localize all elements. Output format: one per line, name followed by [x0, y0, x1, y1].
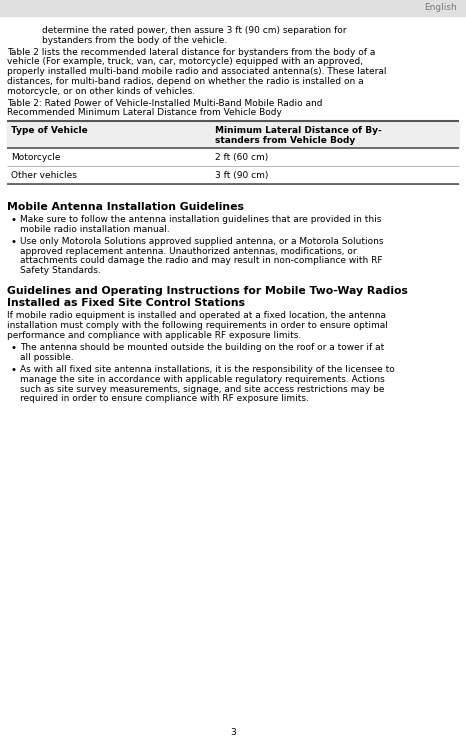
- Text: Motorcycle: Motorcycle: [11, 153, 61, 162]
- Text: Minimum Lateral Distance of By-: Minimum Lateral Distance of By-: [215, 126, 382, 135]
- Bar: [0, 0, 466, 16]
- Text: Table 2: Rated Power of Vehicle-Installed Multi-Band Mobile Radio and: Table 2: Rated Power of Vehicle-Installe…: [7, 98, 322, 107]
- Text: Mobile Antenna Installation Guidelines: Mobile Antenna Installation Guidelines: [7, 202, 244, 212]
- Text: Recommended Minimum Lateral Distance from Vehicle Body: Recommended Minimum Lateral Distance fro…: [7, 109, 282, 118]
- Text: Other vehicles: Other vehicles: [11, 171, 77, 180]
- Text: Installed as Fixed Site Control Stations: Installed as Fixed Site Control Stations: [7, 298, 245, 308]
- Bar: [7, 122, 459, 148]
- Text: •: •: [10, 215, 16, 225]
- Text: Use only Motorola Solutions approved supplied antenna, or a Motorola Solutions: Use only Motorola Solutions approved sup…: [20, 237, 384, 246]
- Text: If mobile radio equipment is installed and operated at a fixed location, the ant: If mobile radio equipment is installed a…: [7, 311, 386, 320]
- Text: 2 ft (60 cm): 2 ft (60 cm): [215, 153, 268, 162]
- Text: all possible.: all possible.: [20, 353, 74, 362]
- Text: determine the rated power, then assure 3 ft (90 cm) separation for: determine the rated power, then assure 3…: [42, 26, 347, 35]
- Text: performance and compliance with applicable RF exposure limits.: performance and compliance with applicab…: [7, 331, 301, 340]
- Text: •: •: [10, 237, 16, 247]
- Text: standers from Vehicle Body: standers from Vehicle Body: [215, 136, 355, 145]
- Text: Safety Standards.: Safety Standards.: [20, 266, 101, 275]
- Text: properly installed multi-band mobile radio and associated antenna(s). These late: properly installed multi-band mobile rad…: [7, 67, 386, 76]
- Text: required in order to ensure compliance with RF exposure limits.: required in order to ensure compliance w…: [20, 394, 309, 403]
- Text: As with all fixed site antenna installations, it is the responsibility of the li: As with all fixed site antenna installat…: [20, 365, 395, 374]
- Text: Type of Vehicle: Type of Vehicle: [11, 126, 88, 135]
- Text: English: English: [424, 3, 457, 12]
- Text: Table 2 lists the recommended lateral distance for bystanders from the body of a: Table 2 lists the recommended lateral di…: [7, 48, 376, 57]
- Text: Guidelines and Operating Instructions for Mobile Two-Way Radios: Guidelines and Operating Instructions fo…: [7, 286, 408, 296]
- Text: 3: 3: [230, 728, 236, 737]
- Text: 3 ft (90 cm): 3 ft (90 cm): [215, 171, 268, 180]
- Text: attachments could damage the radio and may result in non-compliance with RF: attachments could damage the radio and m…: [20, 256, 383, 265]
- Text: vehicle (For example, truck, van, car, motorcycle) equipped with an approved,: vehicle (For example, truck, van, car, m…: [7, 57, 363, 66]
- Text: installation must comply with the following requirements in order to ensure opti: installation must comply with the follow…: [7, 321, 388, 330]
- Text: such as site survey measurements, signage, and site access restrictions may be: such as site survey measurements, signag…: [20, 384, 384, 393]
- Text: •: •: [10, 343, 16, 353]
- Text: The antenna should be mounted outside the building on the roof or a tower if at: The antenna should be mounted outside th…: [20, 343, 384, 352]
- Text: Make sure to follow the antenna installation guidelines that are provided in thi: Make sure to follow the antenna installa…: [20, 215, 381, 224]
- Text: mobile radio installation manual.: mobile radio installation manual.: [20, 225, 170, 234]
- Text: manage the site in accordance with applicable regulatory requirements. Actions: manage the site in accordance with appli…: [20, 375, 385, 384]
- Text: bystanders from the body of the vehicle.: bystanders from the body of the vehicle.: [42, 36, 227, 45]
- Text: approved replacement antenna. Unauthorized antennas, modifications, or: approved replacement antenna. Unauthoriz…: [20, 247, 356, 256]
- Text: motorcycle, or on other kinds of vehicles.: motorcycle, or on other kinds of vehicle…: [7, 87, 195, 96]
- Text: distances, for multi-band radios, depend on whether the radio is installed on a: distances, for multi-band radios, depend…: [7, 77, 363, 86]
- Text: •: •: [10, 365, 16, 375]
